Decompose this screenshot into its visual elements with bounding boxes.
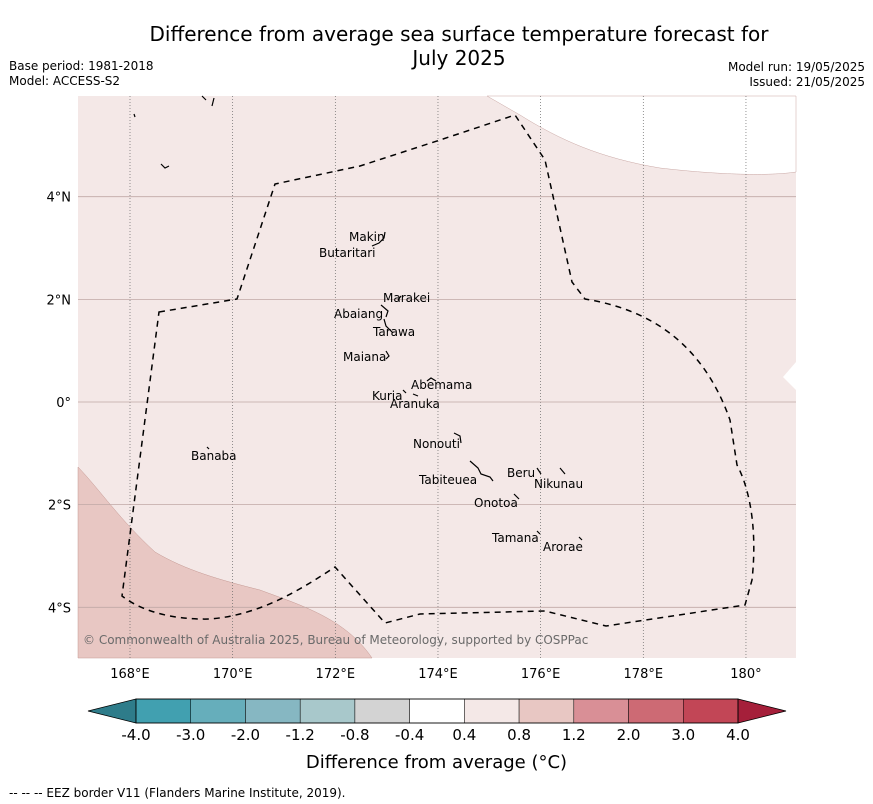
colorbar-low-extension [87, 698, 137, 724]
label-makin: Makin [349, 230, 385, 244]
maiana-outline [385, 350, 390, 360]
axis-tick-labels: 168°E 170°E 172°E 174°E 176°E 178°E 180° 4°N 2°N… [47, 191, 762, 682]
map-background [78, 96, 796, 658]
colorbar-bin [628, 698, 684, 724]
colorbar-bin [245, 698, 301, 724]
base-period: Base period: 1981-2018 [9, 59, 154, 73]
y-tick-label: 2°S [48, 499, 71, 514]
colorbar-bin [409, 698, 465, 724]
label-aranuka: Aranuka [390, 397, 440, 411]
colorbar-bin [135, 698, 191, 724]
onotoa-outline [513, 493, 520, 500]
eez-border [121, 114, 755, 627]
colorbar-tick-label: -3.0 [176, 726, 205, 744]
title-line-2: July 2025 [412, 46, 506, 70]
colorbar-tick-label: -2.0 [231, 726, 260, 744]
x-tick-label: 176°E [521, 667, 561, 682]
colorbar: -4.0 -3.0 -2.0 -1.2 -0.8 -0.4 0.4 0.8 1.2 2.0 3.0 4… [87, 698, 787, 744]
abemama-outline [426, 377, 437, 382]
neutral-region-east [783, 362, 796, 390]
colorbar-bin [299, 698, 356, 724]
x-tick-label: 174°E [418, 667, 458, 682]
x-tick-label: 168°E [110, 667, 150, 682]
colorbar-frame [135, 698, 739, 724]
colorbar-title: Difference from average (°C) [305, 752, 568, 773]
island-labels: Makin Butaritari Marakei Abaiang Tarawa … [191, 230, 583, 554]
label-tarawa: Tarawa [372, 325, 415, 339]
label-beru: Beru [507, 466, 535, 480]
tamana-outline [536, 530, 541, 535]
label-tabiteuea: Tabiteuea [418, 473, 477, 487]
label-marakei: Marakei [383, 291, 430, 305]
map-panel: Makin Butaritari Marakei Abaiang Tarawa … [47, 95, 797, 682]
label-kuria: Kuria [372, 389, 403, 403]
label-butaritari: Butaritari [319, 246, 376, 260]
islet-nw-outline [133, 113, 136, 118]
label-banaba: Banaba [191, 449, 237, 463]
label-maiana: Maiana [343, 350, 386, 364]
colorbar-tick-label: 0.4 [452, 726, 476, 744]
colorbar-tick-label: 0.8 [507, 726, 531, 744]
chart-title: Difference from average sea surface temp… [100, 22, 818, 70]
arorae-outline [578, 536, 583, 541]
graticule [78, 96, 796, 658]
x-tick-label: 172°E [316, 667, 356, 682]
nonouti-outline [453, 432, 462, 444]
colorbar-bin [683, 698, 739, 724]
model-name: Model: ACCESS-S2 [9, 74, 121, 88]
colorbar-tick-label: -0.8 [340, 726, 369, 744]
colorbar-tick-label: 4.0 [726, 726, 750, 744]
colorbar-high-extension [737, 698, 787, 724]
eez-legend-footer: -- -- -- EEZ border V11 (Flanders Marine… [9, 786, 346, 800]
colorbar-bin [518, 698, 575, 724]
colorbar-tick-label: 2.0 [617, 726, 641, 744]
kuria-outline [402, 389, 407, 394]
islet-north-outline [201, 95, 215, 107]
label-onotoa: Onotoa [474, 496, 518, 510]
islet-west-outline [160, 163, 170, 169]
attribution-text: © Commonwealth of Australia 2025, Bureau… [83, 633, 588, 647]
aranuka-outline [412, 393, 419, 397]
map-figure: Makin Butaritari Marakei Abaiang Tarawa … [47, 95, 797, 744]
title-line-1: Difference from average sea surface temp… [149, 22, 769, 46]
label-tamana: Tamana [491, 531, 539, 545]
colorbar-tick-label: 3.0 [671, 726, 695, 744]
colorbar-tick-label: -0.4 [395, 726, 424, 744]
colorbar-tick-label: -1.2 [286, 726, 315, 744]
colorbar-bin [573, 698, 629, 724]
colorbar-bin [190, 698, 246, 724]
tarawa-outline [383, 318, 394, 334]
island-outlines [133, 95, 583, 541]
y-tick-label: 2°N [47, 293, 72, 308]
neutral-region-north [486, 95, 797, 175]
label-abaiang: Abaiang [334, 307, 383, 321]
y-tick-label: 0° [56, 396, 71, 411]
colorbar-tick-label: 1.2 [562, 726, 586, 744]
warm-region-southwest [77, 466, 373, 659]
model-info: Base period: 1981-2018 Model: ACCESS-S2 [9, 59, 154, 89]
tabiteuea-outline [469, 460, 494, 482]
issued-date: Issued: 21/05/2025 [749, 75, 865, 89]
label-abemama: Abemama [411, 378, 472, 392]
y-tick-label: 4°N [47, 191, 72, 206]
x-tick-label: 180° [730, 667, 761, 682]
marakei-outline [397, 295, 402, 301]
label-arorae: Arorae [543, 540, 583, 554]
x-tick-label: 178°E [624, 667, 664, 682]
banaba-outline [206, 446, 210, 450]
butaritari-outline [371, 231, 386, 247]
colorbar-bin [464, 698, 520, 724]
colorbar-tick-label: -4.0 [121, 726, 150, 744]
label-nonouti: Nonouti [413, 437, 460, 451]
y-tick-label: 4°S [48, 601, 71, 616]
x-tick-label: 170°E [213, 667, 253, 682]
run-info: Model run: 19/05/2025 Issued: 21/05/2025 [728, 60, 865, 90]
label-nikunau: Nikunau [534, 477, 583, 491]
beru-outline [536, 467, 542, 475]
model-run: Model run: 19/05/2025 [727, 60, 865, 74]
colorbar-bin [354, 698, 410, 724]
abaiang-outline [380, 304, 389, 318]
nikunau-outline [559, 467, 566, 475]
